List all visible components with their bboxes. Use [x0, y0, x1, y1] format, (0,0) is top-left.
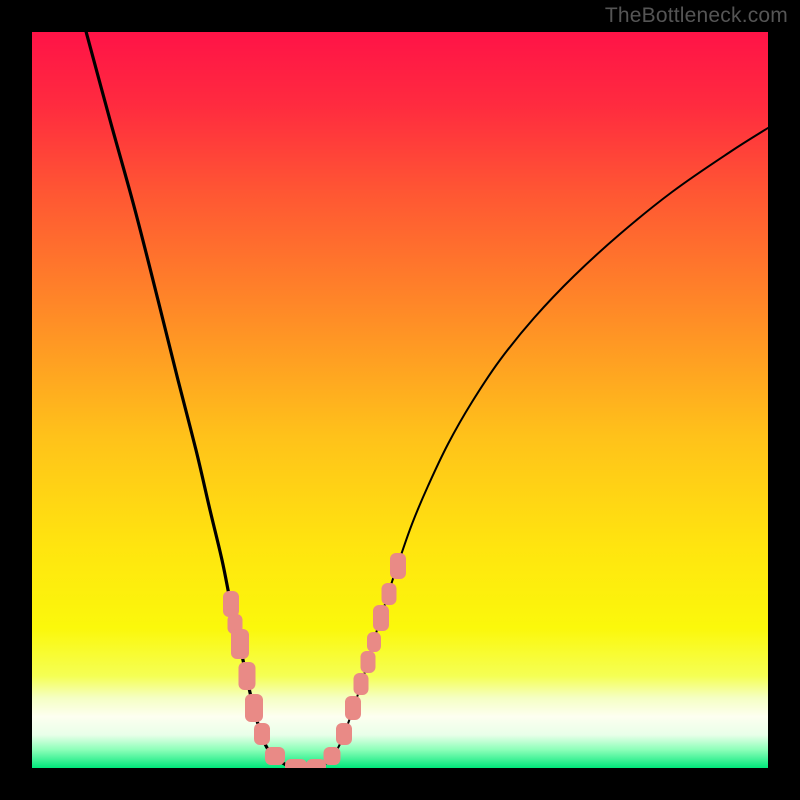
- curve-marker: [361, 651, 376, 673]
- bottleneck-curve: [0, 0, 800, 800]
- curve-marker: [390, 553, 406, 579]
- curve-marker: [223, 591, 239, 617]
- curve-marker: [373, 605, 389, 631]
- curve-marker: [367, 632, 381, 652]
- chart-root: TheBottleneck.com: [0, 0, 800, 800]
- curve-marker: [285, 759, 307, 773]
- watermark-text: TheBottleneck.com: [605, 4, 788, 28]
- curve-marker: [254, 723, 270, 745]
- curve-marker: [324, 747, 341, 765]
- curve-marker: [336, 723, 352, 745]
- curve-marker: [231, 629, 249, 659]
- curve-marker: [345, 696, 361, 720]
- curve-marker: [265, 747, 285, 765]
- curve-marker: [382, 583, 397, 605]
- curve-marker: [239, 662, 256, 690]
- curve-marker: [354, 673, 369, 695]
- curve-marker: [245, 694, 263, 722]
- curve-marker: [306, 759, 326, 773]
